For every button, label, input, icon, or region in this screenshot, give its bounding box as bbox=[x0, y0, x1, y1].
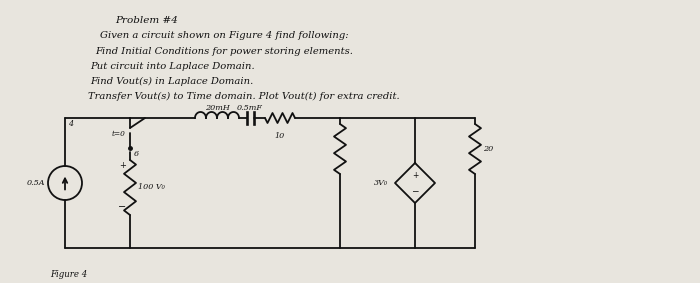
Text: 6: 6 bbox=[134, 150, 139, 158]
Text: Put circuit into Laplace Domain.: Put circuit into Laplace Domain. bbox=[90, 62, 255, 71]
Text: 10: 10 bbox=[275, 132, 285, 140]
Text: Find Vout(s) in Laplace Domain.: Find Vout(s) in Laplace Domain. bbox=[90, 77, 253, 86]
Text: 20: 20 bbox=[483, 145, 493, 153]
Text: 4: 4 bbox=[68, 120, 73, 128]
Text: 3V₀: 3V₀ bbox=[374, 179, 388, 187]
Text: Find Initial Conditions for power storing elements.: Find Initial Conditions for power storin… bbox=[95, 47, 353, 56]
Text: +: + bbox=[119, 160, 126, 170]
Text: 0.5mF: 0.5mF bbox=[237, 104, 263, 112]
Text: 0.5A: 0.5A bbox=[27, 179, 45, 187]
Text: −: − bbox=[118, 202, 126, 212]
Text: t=0: t=0 bbox=[111, 130, 125, 138]
Text: +: + bbox=[412, 171, 418, 181]
Text: Transfer Vout(s) to Time domain. Plot Vout(t) for extra credit.: Transfer Vout(s) to Time domain. Plot Vo… bbox=[88, 92, 400, 101]
Text: Figure 4: Figure 4 bbox=[50, 270, 88, 279]
Text: −: − bbox=[412, 186, 419, 196]
Text: Given a circuit shown on Figure 4 find following:: Given a circuit shown on Figure 4 find f… bbox=[100, 31, 349, 40]
Text: Problem #4: Problem #4 bbox=[115, 16, 178, 25]
Text: 20mH: 20mH bbox=[204, 104, 230, 112]
Text: 100 V₀: 100 V₀ bbox=[138, 183, 165, 191]
